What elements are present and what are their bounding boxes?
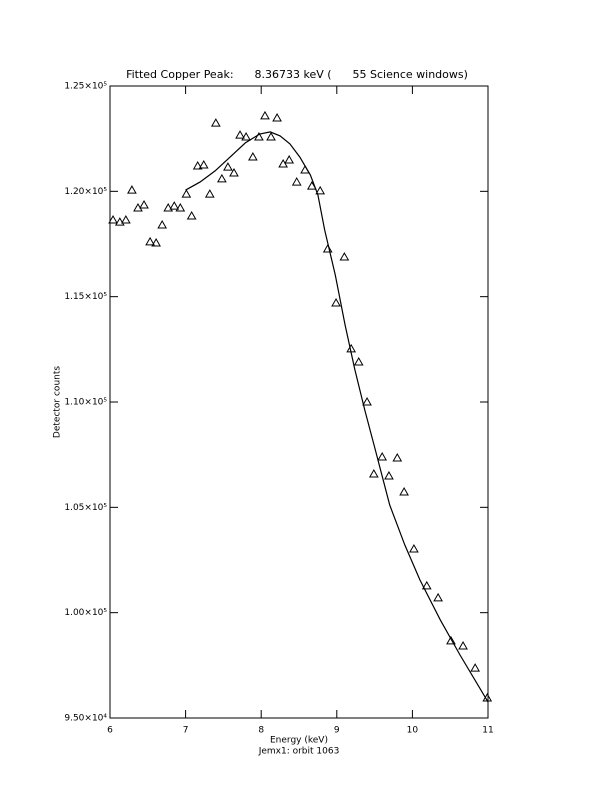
y-tick-label: 1.10×10⁵: [64, 398, 107, 408]
data-point: [151, 237, 161, 247]
data-point: [377, 451, 388, 461]
x-tick-label: 10: [407, 726, 419, 736]
data-point: [384, 470, 394, 480]
fit-line: [185, 131, 489, 703]
data-point: [169, 201, 180, 210]
data-point: [248, 151, 258, 161]
data-point: [192, 161, 203, 170]
x-tick-label: 8: [258, 726, 264, 736]
data-point: [392, 453, 403, 462]
data-point: [368, 469, 379, 478]
subtitle: Jemx1: orbit 1063: [258, 747, 340, 757]
data-point: [210, 118, 221, 127]
data-point: [266, 131, 276, 141]
y-tick-label: 1.25×10⁵: [64, 82, 107, 92]
data-point: [139, 200, 149, 209]
data-point: [229, 167, 239, 177]
data-point: [409, 544, 419, 553]
x-tick-label: 11: [482, 726, 493, 736]
data-point: [339, 252, 350, 261]
data-point: [157, 220, 168, 229]
data-point: [217, 173, 227, 183]
data-point: [362, 396, 372, 406]
data-point: [272, 113, 282, 122]
x-axis-label: Energy (keV): [270, 736, 328, 746]
y-axis-label: Detector counts: [53, 366, 63, 438]
data-point: [322, 244, 333, 253]
data-point: [399, 486, 409, 496]
data-point: [108, 214, 118, 224]
data-point: [446, 635, 456, 645]
data-point: [175, 202, 186, 212]
data-point: [198, 159, 209, 169]
x-tick-label: 9: [334, 726, 340, 736]
data-point: [284, 154, 295, 164]
data-point: [278, 158, 288, 168]
y-tick-label: 1.05×10⁵: [64, 503, 107, 513]
plot-frame: [109, 85, 489, 719]
y-tick-label: 1.15×10⁵: [64, 292, 107, 302]
data-point: [260, 110, 270, 120]
y-tick-label: 1.20×10⁵: [64, 187, 107, 197]
data-point: [331, 297, 341, 307]
data-point: [353, 356, 364, 366]
data-point: [145, 236, 155, 246]
data-point: [181, 189, 192, 198]
y-tick-label: 9.50×10⁴: [64, 714, 107, 724]
data-point: [241, 131, 251, 141]
data-point: [421, 580, 432, 590]
data-point: [186, 210, 197, 220]
data-point: [223, 162, 233, 171]
data-point: [470, 663, 481, 672]
data-point: [163, 202, 174, 212]
data-point: [433, 592, 443, 602]
x-tick-label: 7: [183, 726, 189, 736]
data-point: [235, 130, 245, 139]
data-point: [127, 185, 137, 194]
data-point: [254, 131, 264, 141]
data-point: [291, 177, 302, 186]
y-tick-label: 1.00×10⁵: [64, 608, 107, 618]
data-point: [315, 185, 326, 195]
x-tick-label: 6: [107, 726, 113, 736]
data-point: [204, 189, 215, 198]
data-point: [121, 214, 131, 224]
chart-title: Fitted Copper Peak: 8.36733 keV ( 55 Sci…: [126, 68, 468, 81]
data-point: [458, 640, 468, 650]
data-point: [114, 217, 125, 226]
